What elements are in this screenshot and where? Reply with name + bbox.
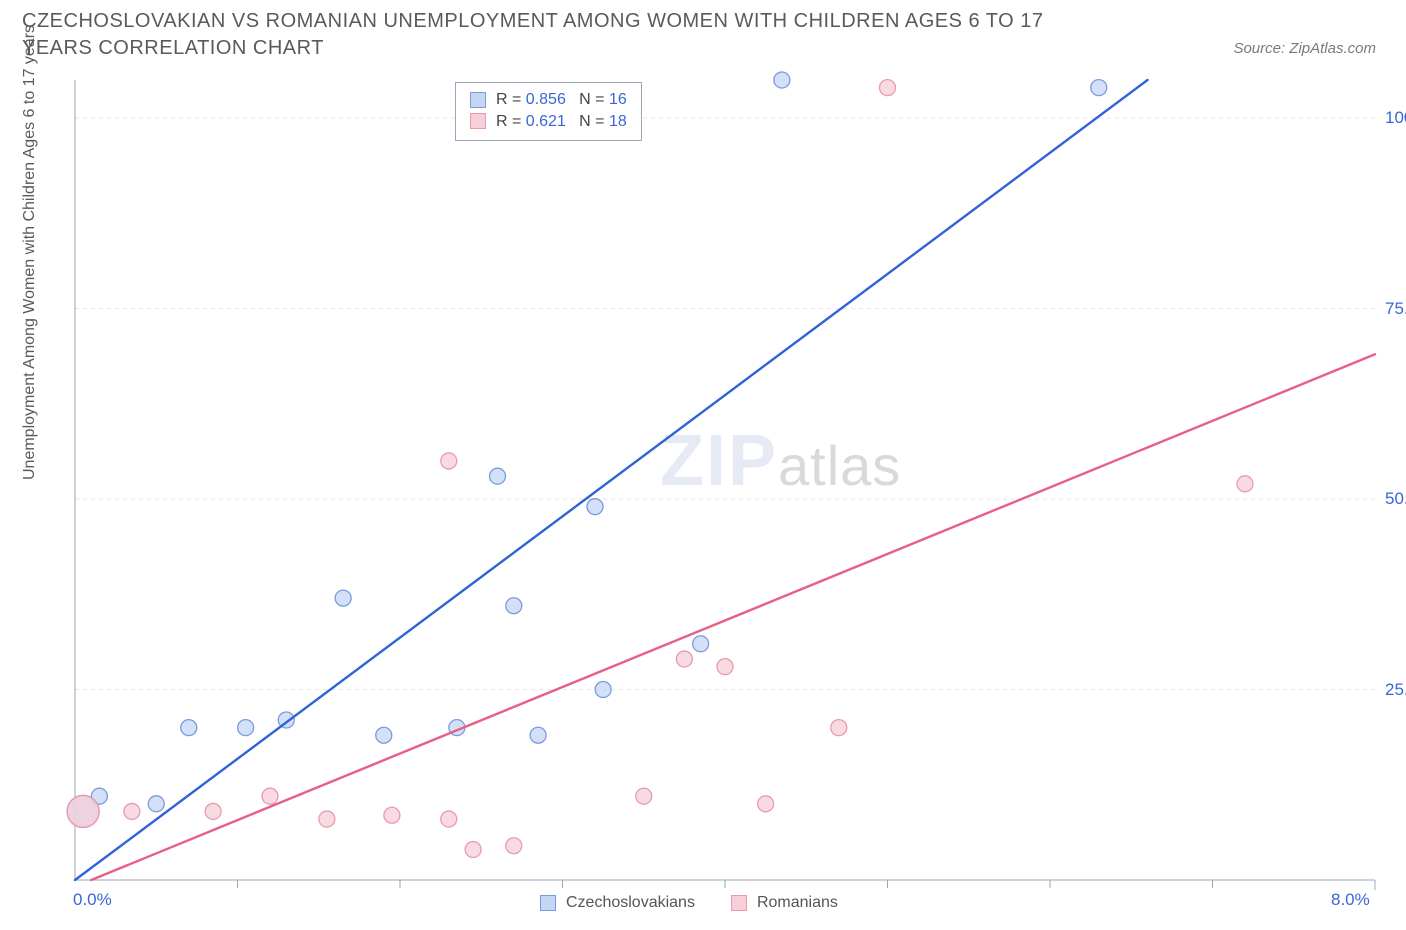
legend-swatch-icon — [540, 895, 556, 911]
rbox-row: R = 0.856 N = 16 — [470, 89, 627, 111]
legend-swatch-icon — [731, 895, 747, 911]
legend-label: Czechoslovakians — [566, 894, 695, 912]
legend-item: Czechoslovakians — [540, 894, 695, 912]
x-tick-label: 0.0% — [73, 890, 112, 910]
y-tick-label: 25.0% — [1385, 680, 1406, 700]
y-tick-label: 50.0% — [1385, 489, 1406, 509]
chart-title: CZECHOSLOVAKIAN VS ROMANIAN UNEMPLOYMENT… — [22, 8, 1102, 62]
y-tick-label: 100.0% — [1385, 108, 1406, 128]
y-tick-label: 75.0% — [1385, 299, 1406, 319]
chart-svg — [75, 80, 1375, 880]
legend-item: Romanians — [731, 894, 838, 912]
correlation-legend-box: R = 0.856 N = 16R = 0.621 N = 18 — [455, 82, 642, 141]
legend-swatch-icon — [470, 113, 486, 129]
legend-label: Romanians — [757, 894, 838, 912]
rbox-values: R = 0.621 N = 18 — [496, 111, 627, 133]
legend-swatch-icon — [470, 92, 486, 108]
series-legend: Czechoslovakians Romanians — [540, 894, 838, 912]
source-credit: Source: ZipAtlas.com — [1233, 40, 1376, 57]
rbox-values: R = 0.856 N = 16 — [496, 89, 627, 111]
rbox-row: R = 0.621 N = 18 — [470, 111, 627, 133]
chart-container: CZECHOSLOVAKIAN VS ROMANIAN UNEMPLOYMENT… — [0, 0, 1406, 930]
plot-area — [75, 80, 1375, 880]
x-tick-label: 8.0% — [1331, 890, 1370, 910]
y-axis-label: Unemployment Among Women with Children A… — [21, 25, 39, 480]
